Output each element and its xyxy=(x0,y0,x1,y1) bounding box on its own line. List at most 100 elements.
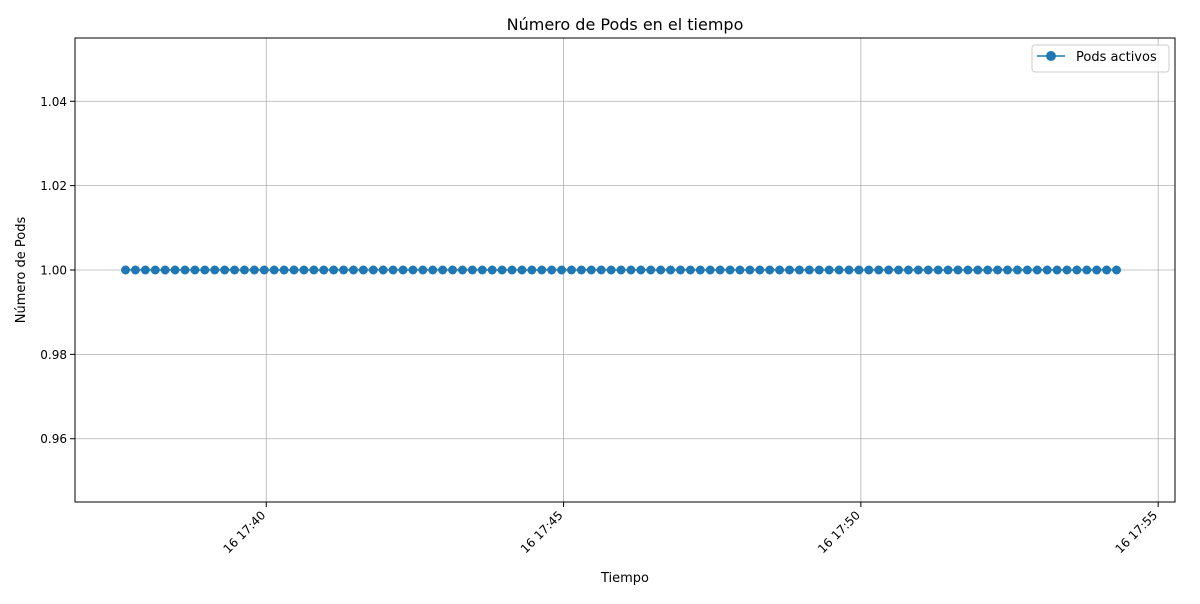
data-point xyxy=(477,265,487,275)
chart-title: Número de Pods en el tiempo xyxy=(507,15,744,34)
series-layer xyxy=(121,265,1122,275)
data-point xyxy=(814,265,824,275)
data-point xyxy=(220,265,230,275)
data-point xyxy=(517,265,527,275)
data-point xyxy=(269,265,279,275)
data-point xyxy=(566,265,576,275)
data-point xyxy=(973,265,983,275)
data-point xyxy=(656,265,666,275)
data-point xyxy=(121,265,131,275)
data-point xyxy=(606,265,616,275)
data-point xyxy=(626,265,636,275)
data-point xyxy=(676,265,685,275)
data-point xyxy=(418,265,428,275)
data-point xyxy=(1102,265,1112,275)
data-point xyxy=(140,265,150,275)
data-point xyxy=(923,265,933,275)
y-tick-label: 1.02 xyxy=(40,179,67,193)
data-point xyxy=(319,265,329,275)
data-point xyxy=(755,265,765,275)
data-point xyxy=(378,265,388,275)
x-axis-label: Tiempo xyxy=(600,571,649,586)
data-point xyxy=(408,265,418,275)
data-point xyxy=(348,265,358,275)
data-point xyxy=(339,265,349,275)
data-point xyxy=(864,265,874,275)
data-point xyxy=(874,265,884,275)
legend-box xyxy=(1031,44,1170,73)
data-point xyxy=(943,265,953,275)
data-point xyxy=(438,265,448,275)
data-point xyxy=(894,265,904,275)
data-point xyxy=(983,265,993,275)
y-tick-label: 1.04 xyxy=(40,95,67,109)
data-point xyxy=(844,265,854,275)
data-point xyxy=(586,265,596,275)
data-point xyxy=(854,265,864,275)
y-tick-label: 1.00 xyxy=(40,264,67,278)
data-point xyxy=(735,265,745,275)
data-point xyxy=(1072,265,1082,275)
data-point xyxy=(705,265,715,275)
data-point xyxy=(388,265,398,275)
data-point xyxy=(1012,265,1022,275)
data-point xyxy=(636,265,646,275)
data-point xyxy=(507,265,517,275)
data-point xyxy=(1022,265,1032,275)
data-point xyxy=(160,265,170,275)
data-point xyxy=(309,265,319,275)
data-point xyxy=(576,265,586,275)
data-point xyxy=(259,265,269,275)
data-point xyxy=(765,265,775,275)
data-point xyxy=(547,265,557,275)
data-point xyxy=(239,265,249,275)
data-point xyxy=(299,265,309,275)
data-point xyxy=(1003,265,1013,275)
data-point xyxy=(200,265,210,275)
data-point xyxy=(150,265,160,275)
data-point xyxy=(210,265,220,275)
data-point xyxy=(745,265,755,275)
data-point xyxy=(487,265,497,275)
data-point xyxy=(794,265,804,275)
data-point xyxy=(557,265,567,275)
data-point xyxy=(715,265,725,275)
y-tick-label: 0.96 xyxy=(40,432,67,446)
data-point xyxy=(1042,265,1052,275)
data-point xyxy=(785,265,794,275)
data-point xyxy=(368,265,378,275)
y-tick-label: 0.98 xyxy=(40,348,67,362)
data-point xyxy=(170,265,180,275)
data-point xyxy=(646,265,656,275)
data-point xyxy=(1092,265,1102,275)
legend-marker xyxy=(1046,51,1056,61)
data-point xyxy=(666,265,676,275)
data-point xyxy=(824,265,834,275)
data-point xyxy=(358,265,368,275)
data-point xyxy=(527,265,537,275)
data-point xyxy=(190,265,200,275)
data-point xyxy=(616,265,626,275)
data-point xyxy=(695,265,705,275)
data-point xyxy=(993,265,1003,275)
data-point xyxy=(963,265,973,275)
data-point xyxy=(537,265,547,275)
data-point xyxy=(497,265,507,275)
data-point xyxy=(775,265,785,275)
data-point xyxy=(884,265,894,275)
data-point xyxy=(180,265,190,275)
data-point xyxy=(903,265,913,275)
data-point xyxy=(289,265,299,275)
data-point xyxy=(467,265,477,275)
data-point xyxy=(448,265,458,275)
data-point xyxy=(804,265,814,275)
data-point xyxy=(834,265,844,275)
data-point xyxy=(1052,265,1062,275)
data-point xyxy=(953,265,963,275)
data-point xyxy=(933,265,943,275)
data-point xyxy=(279,265,289,275)
data-point xyxy=(1032,265,1042,275)
data-point xyxy=(249,265,259,275)
